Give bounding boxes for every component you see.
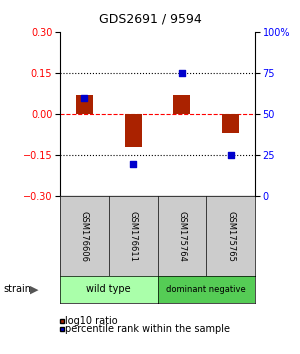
- Text: log10 ratio: log10 ratio: [65, 316, 118, 326]
- Point: [82, 95, 87, 101]
- Bar: [222, 114, 239, 133]
- Text: strain: strain: [3, 284, 31, 295]
- Point: [228, 153, 233, 158]
- Bar: [173, 95, 190, 114]
- Text: GSM176606: GSM176606: [80, 211, 89, 262]
- Text: GSM175765: GSM175765: [226, 211, 235, 262]
- Bar: [124, 114, 142, 147]
- Bar: [76, 95, 93, 114]
- Text: GDS2691 / 9594: GDS2691 / 9594: [99, 12, 201, 25]
- Text: ▶: ▶: [30, 284, 39, 295]
- Text: dominant negative: dominant negative: [167, 285, 246, 294]
- Point: [179, 70, 184, 76]
- Text: percentile rank within the sample: percentile rank within the sample: [65, 324, 230, 334]
- Text: GSM176611: GSM176611: [129, 211, 138, 262]
- Point: [131, 161, 136, 166]
- Text: GSM175764: GSM175764: [177, 211, 186, 262]
- Text: wild type: wild type: [86, 284, 131, 295]
